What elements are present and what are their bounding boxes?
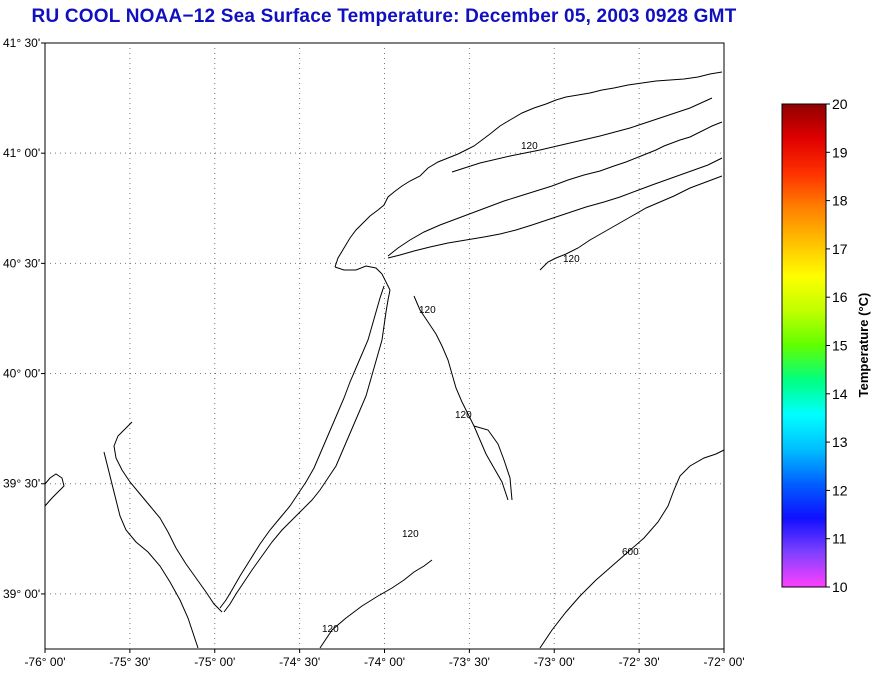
contour-sound (451, 97, 713, 173)
colorbar-tick-label: 14 (832, 386, 848, 402)
contour-label: 120 (419, 305, 436, 316)
lat-tick-label: 39° 30' (3, 477, 40, 491)
coastline-delaware-west (103, 451, 199, 649)
coastline-raritan-bay (334, 265, 391, 291)
colorbar-tick-label: 17 (832, 241, 848, 257)
coastline-delaware-bay (113, 421, 223, 613)
contour-label: 120 (521, 141, 538, 152)
lon-tick-label: -73° 30' (449, 655, 490, 669)
longitude-ticks: -76° 00' -75° 30' -75° 00' -74° 30' -74° 00'… (24, 649, 745, 669)
contour-600 (539, 449, 725, 649)
contour-southern (319, 559, 433, 649)
colorbar (781, 103, 827, 588)
map-title: RU COOL NOAA−12 Sea Surface Temperature:… (31, 6, 737, 27)
latitude-ticks: 41° 30' 41° 00' 40° 30' 40° 00' 39° 30' 39° 0… (3, 36, 45, 601)
contour-label: 120 (402, 529, 419, 540)
coastline-long-island-north (387, 121, 723, 257)
lon-tick-label: -74° 00' (364, 655, 405, 669)
coastline-long-island-south (387, 157, 723, 259)
contour-hudson-canyon (413, 295, 513, 501)
colorbar-tick-label: 12 (832, 482, 848, 498)
lat-tick-label: 40° 00' (3, 367, 40, 381)
lon-tick-label: -74° 30' (279, 655, 320, 669)
coastlines (44, 71, 725, 649)
colorbar-tick-label: 13 (832, 434, 848, 450)
colorbar-title: Temperature (°C) (856, 293, 871, 398)
lon-tick-label: -75° 30' (109, 655, 150, 669)
lat-tick-label: 39° 00' (3, 587, 40, 601)
coastline-new-jersey (223, 289, 391, 613)
contour-outer-shelf (539, 175, 723, 271)
colorbar-tick-label: 16 (832, 289, 848, 305)
colorbar-tick-label: 10 (832, 579, 848, 595)
colorbar-ticks: 20 19 18 17 16 15 14 13 12 11 10 (826, 96, 848, 595)
coastline-new-jersey-inner (219, 285, 385, 609)
contour-label: 120 (455, 410, 472, 421)
contour-label: 600 (622, 547, 639, 558)
colorbar-tick-label: 20 (832, 96, 848, 112)
graticule (45, 43, 724, 649)
lat-tick-label: 41° 30' (3, 36, 40, 50)
contour-label: 120 (563, 254, 580, 265)
coastline-connecticut (334, 71, 723, 268)
lon-tick-label: -73° 00' (534, 655, 575, 669)
lon-tick-label: -72° 00' (703, 655, 744, 669)
lat-tick-label: 41° 00' (3, 146, 40, 160)
colorbar-tick-label: 11 (832, 531, 847, 547)
colorbar-tick-label: 18 (832, 193, 848, 209)
contour-labels: 120 120 120 120 120 120 600 (322, 141, 639, 635)
colorbar-tick-label: 15 (832, 338, 848, 354)
colorbar-tick-label: 19 (832, 144, 848, 160)
lon-tick-label: -75° 00' (194, 655, 235, 669)
lon-tick-label: -72° 30' (619, 655, 660, 669)
coastline-chesapeake (44, 473, 65, 507)
contour-label: 120 (322, 624, 339, 635)
lon-tick-label: -76° 00' (24, 655, 65, 669)
lat-tick-label: 40° 30' (3, 256, 40, 270)
